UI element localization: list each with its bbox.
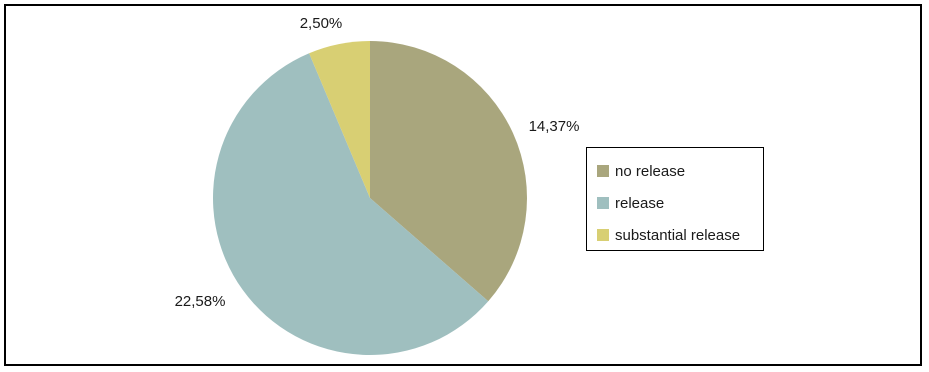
legend-item-no-release: no release	[587, 155, 763, 187]
pie-slice-release	[213, 53, 489, 356]
legend-label-release: release	[615, 194, 665, 212]
legend-label-substantial-release: substantial release	[615, 226, 741, 244]
data-label-substantial-release: 2,50%	[300, 15, 343, 32]
chart-legend: no release release substantial release	[586, 147, 764, 251]
pie-slices	[213, 41, 527, 356]
legend-item-release: release	[587, 187, 763, 219]
legend-swatch-release	[597, 197, 609, 209]
legend-label-no-release: no release	[615, 162, 686, 180]
pie-slice-no-release	[370, 41, 527, 302]
pie-slice-substantial-release	[309, 41, 370, 198]
legend-swatch-no-release	[597, 165, 609, 177]
legend-item-substantial-release: substantial release	[587, 219, 763, 251]
data-label-no-release: 14,37%	[529, 118, 580, 135]
legend-swatch-substantial-release	[597, 229, 609, 241]
data-label-release: 22,58%	[175, 293, 226, 310]
